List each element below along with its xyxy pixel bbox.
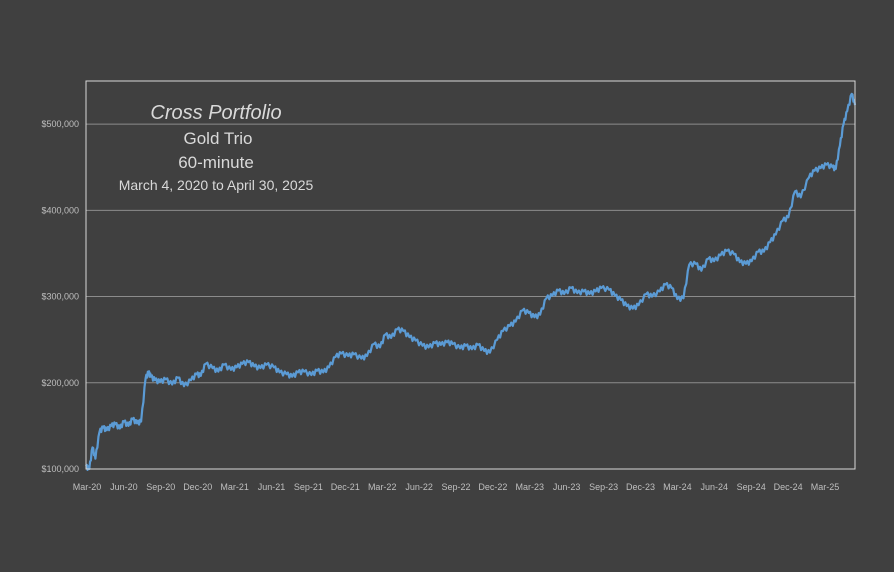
x-tick-label: Sep-20	[146, 482, 175, 492]
y-tick-label: $300,000	[41, 292, 79, 302]
gridlines	[86, 123, 855, 384]
x-tick-label: Mar-25	[811, 482, 840, 492]
y-tick-label: $200,000	[41, 378, 79, 388]
x-tick-label: Dec-20	[183, 482, 212, 492]
x-tick-label: Dec-21	[331, 482, 360, 492]
x-tick-label: Sep-24	[737, 482, 766, 492]
x-tick-label: Dec-24	[774, 482, 803, 492]
x-tick-label: Mar-23	[516, 482, 545, 492]
y-tick-label: $500,000	[41, 119, 79, 129]
x-tick-label: Mar-24	[663, 482, 692, 492]
chart-title: Cross Portfolio	[150, 102, 281, 124]
chart-subtitle-strategy: Gold Trio	[184, 129, 253, 148]
x-tick-label: Dec-22	[478, 482, 507, 492]
chart-subtitle-date-range: March 4, 2020 to April 30, 2025	[119, 177, 314, 193]
equity-line-series	[85, 92, 857, 471]
x-tick-label: Sep-22	[441, 482, 470, 492]
x-tick-label: Jun-22	[405, 482, 433, 492]
x-tick-label: Jun-20	[110, 482, 138, 492]
x-tick-label: Sep-21	[294, 482, 323, 492]
x-tick-label: Jun-24	[701, 482, 729, 492]
x-tick-label: Jun-21	[258, 482, 286, 492]
x-tick-label: Mar-22	[368, 482, 397, 492]
plot-area-frame	[85, 80, 856, 470]
x-tick-label: Mar-21	[220, 482, 249, 492]
x-tick-label: Dec-23	[626, 482, 655, 492]
x-axis-tick-labels: Mar-20 Jun-20 Sep-20 Dec-20 Mar-21 Jun-21 Sep-…	[73, 482, 840, 492]
y-tick-label: $400,000	[41, 205, 79, 215]
chart-title-block: Cross Portfolio Gold Trio 60-minute Marc…	[119, 102, 314, 193]
x-tick-label: Mar-20	[73, 482, 102, 492]
chart-subtitle-timeframe: 60-minute	[178, 153, 254, 172]
x-tick-label: Sep-23	[589, 482, 618, 492]
y-axis-tick-labels: $100,000 $200,000 $300,000 $400,000 $500,000	[41, 119, 79, 474]
x-tick-label: Jun-23	[553, 482, 581, 492]
y-tick-label: $100,000	[41, 464, 79, 474]
